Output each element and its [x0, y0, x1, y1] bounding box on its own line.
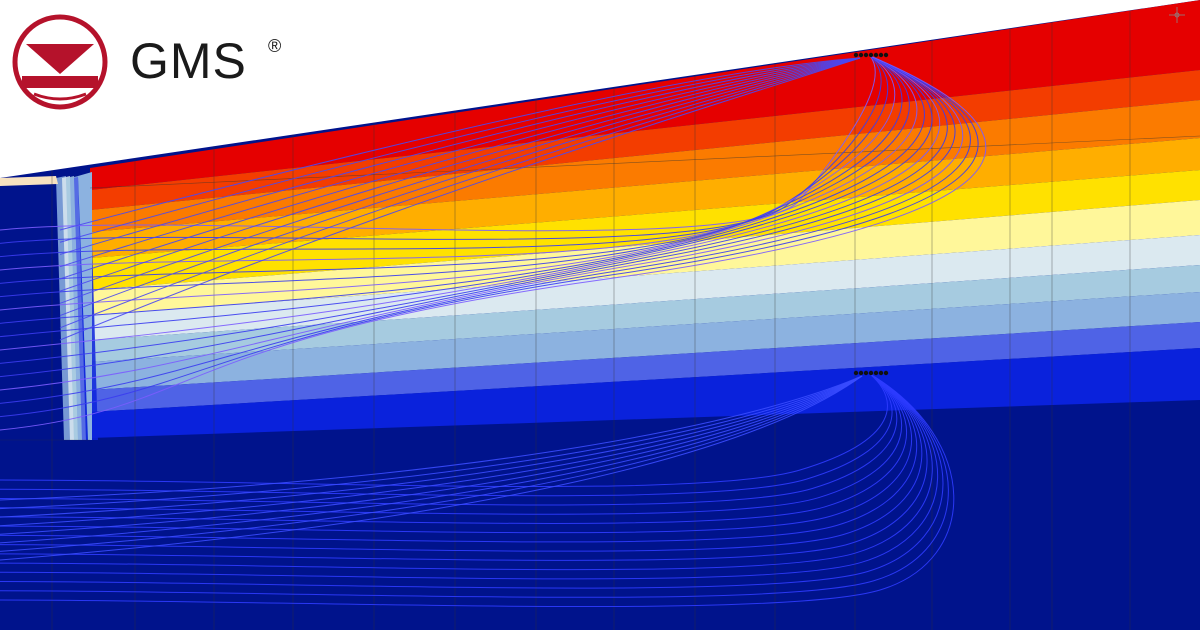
pathline: [59, 57, 861, 255]
pathline: [59, 57, 861, 280]
pathline: [0, 375, 863, 510]
pathline: [0, 55, 933, 338]
contour-band: [90, 100, 1200, 232]
pathline: [0, 55, 971, 404]
pathline: [0, 373, 944, 589]
contour-band: [90, 322, 1200, 412]
well-marker: [883, 370, 889, 376]
well-marker: [873, 370, 879, 376]
pathline: [0, 373, 903, 515]
layer-line: [89, 135, 1200, 189]
pathline: [0, 55, 925, 324]
contour-band: [90, 235, 1200, 340]
pathline: [0, 55, 910, 298]
well-marker: [853, 52, 859, 58]
pathline: [0, 55, 876, 232]
pathline: [0, 375, 863, 527]
pathline: [59, 57, 861, 231]
brand-name: GMS: [130, 33, 247, 89]
pathline: [59, 57, 861, 292]
crest-edge: [0, 176, 58, 186]
pathline: [0, 55, 889, 258]
pathline: [59, 57, 861, 341]
pathline: [59, 57, 861, 317]
pathlines: [0, 55, 987, 608]
well-marker: [878, 370, 884, 376]
pathline: [0, 373, 913, 534]
axis-gizmo-icon[interactable]: [1164, 4, 1190, 26]
well-marker: [863, 52, 869, 58]
pathline: [59, 57, 861, 243]
pathline: [0, 373, 918, 543]
well-marker: [858, 52, 864, 58]
grid-lines: [0, 10, 1200, 630]
pathline: [0, 375, 863, 518]
pathline: [0, 373, 928, 561]
pathline: [0, 373, 888, 488]
contour-band: [90, 265, 1200, 362]
contour-band: [90, 292, 1200, 390]
gms-logo-icon: [12, 14, 108, 110]
pathline: [0, 373, 949, 598]
pathline: [0, 373, 923, 552]
pathline: [0, 55, 987, 431]
well-marker: [878, 52, 884, 58]
pathline: [59, 57, 861, 304]
pathline: [59, 57, 861, 329]
pathline: [0, 55, 941, 351]
pathline: [0, 375, 863, 561]
pathline: [59, 57, 861, 268]
pathline: [0, 373, 939, 580]
well-marker: [863, 370, 869, 376]
well-marker: [858, 370, 864, 376]
pathline: [0, 373, 893, 497]
well-marker: [853, 370, 859, 376]
pathline: [0, 375, 863, 544]
pathline: [0, 375, 863, 535]
pathline: [0, 55, 918, 311]
well-marker: [873, 52, 879, 58]
pathline: [0, 373, 908, 524]
pathline: [0, 375, 863, 501]
contour-band: [90, 348, 1200, 438]
pathline: [0, 55, 956, 378]
well-marker: [883, 52, 889, 58]
pathline: [0, 55, 948, 364]
registered-mark: ®: [268, 36, 282, 56]
contour-band: [90, 0, 1200, 190]
pathline: [0, 55, 896, 271]
well-marker: [868, 370, 874, 376]
pathline: [0, 375, 863, 552]
well-marker: [868, 52, 874, 58]
pathline: [0, 55, 964, 391]
gms-logo: GMS ®: [12, 14, 312, 110]
pathline: [0, 373, 955, 608]
pathline: [0, 373, 933, 571]
pathline: [0, 55, 903, 284]
pathline: [0, 55, 979, 418]
wells: [853, 52, 889, 376]
